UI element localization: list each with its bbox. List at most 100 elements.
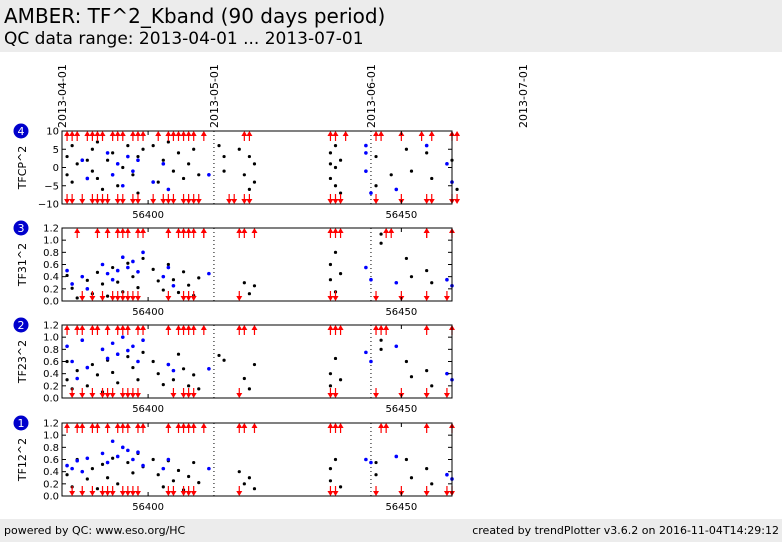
outlier-high-arrow (89, 325, 96, 330)
data-point-black (65, 173, 69, 177)
x-tick-label: 56450 (385, 210, 417, 221)
data-point-blue (369, 191, 373, 195)
data-point-black (85, 477, 89, 481)
panel-badge-number: 1 (18, 417, 25, 430)
data-point-black (161, 158, 165, 162)
data-point-black (176, 352, 181, 356)
data-point-black (409, 169, 414, 173)
data-point-blue (126, 448, 130, 453)
data-point-blue (105, 356, 110, 361)
outlier-high-arrow (428, 131, 435, 136)
data-point-black (338, 378, 343, 382)
data-point-black (197, 173, 201, 177)
data-point-blue (110, 439, 115, 444)
outlier-low-arrow (454, 199, 461, 204)
data-point-black (75, 296, 79, 300)
data-point-black (222, 169, 226, 173)
data-point-blue (166, 187, 171, 192)
data-point-blue (110, 341, 115, 346)
data-point-blue (110, 173, 115, 177)
outlier-low-arrow (109, 296, 116, 301)
outlier-high-arrow (99, 131, 106, 136)
outlier-high-arrow (94, 228, 101, 233)
panel-badge (13, 317, 29, 333)
outlier-low-arrow (332, 199, 339, 204)
date-marker-label: 2013-07-01 (517, 64, 530, 128)
outlier-high-arrow (332, 325, 339, 330)
outlier-high-arrow (134, 131, 141, 136)
outlier-low-arrow (170, 393, 177, 398)
data-point-blue (161, 466, 166, 471)
outlier-high-arrow (378, 423, 385, 428)
outlier-high-arrow (64, 325, 71, 330)
data-point-black (75, 369, 79, 373)
outlier-low-arrow (99, 199, 106, 204)
data-point-black (252, 487, 257, 491)
data-point-blue (161, 162, 166, 166)
outlier-high-arrow (423, 423, 430, 428)
data-point-black (65, 473, 69, 477)
data-point-blue (394, 454, 399, 459)
outlier-high-arrow (94, 325, 101, 330)
data-point-blue (100, 347, 105, 352)
report-footer: powered by QC: www.eso.org/HC created by… (0, 519, 782, 542)
outlier-low-arrow (185, 199, 192, 204)
outlier-high-arrow (69, 131, 76, 136)
date-marker-label: 2013-06-01 (365, 64, 378, 128)
outlier-high-arrow (383, 228, 390, 233)
data-point-blue (80, 274, 85, 279)
data-point-black (425, 268, 429, 273)
outlier-high-arrow (185, 325, 192, 330)
outlier-low-arrow (180, 296, 187, 301)
outlier-low-arrow (423, 393, 430, 398)
data-point-blue (394, 280, 399, 285)
outlier-low-arrow (423, 199, 430, 204)
outlier-high-arrow (104, 325, 111, 330)
data-point-black (156, 473, 160, 477)
outlier-high-arrow (190, 131, 197, 136)
data-point-black (85, 158, 89, 162)
outlier-high-arrow (124, 423, 131, 428)
outlier-high-arrow (140, 228, 147, 233)
data-point-blue (171, 368, 176, 373)
outlier-low-arrow (236, 491, 243, 496)
data-point-black (136, 191, 140, 195)
data-point-blue (126, 154, 130, 159)
outlier-low-arrow (129, 393, 136, 398)
data-point-black (328, 384, 333, 388)
data-point-blue (364, 143, 368, 148)
outlier-high-arrow (134, 423, 141, 428)
outlier-high-arrow (200, 325, 207, 330)
data-point-black (90, 169, 94, 173)
outlier-high-arrow (241, 228, 248, 233)
data-point-blue (445, 277, 449, 282)
outlier-high-arrow (140, 131, 147, 136)
outlier-high-arrow (124, 228, 131, 233)
data-point-black (95, 270, 100, 275)
outlier-low-arrow (134, 199, 141, 204)
y-tick-label: 0.4 (43, 369, 59, 380)
data-point-blue (166, 457, 171, 462)
panel-badge-number: 3 (18, 222, 25, 235)
data-point-black (328, 162, 333, 166)
data-point-black (105, 476, 110, 480)
data-point-blue (105, 151, 110, 155)
outlier-low-arrow (104, 491, 111, 496)
outlier-low-arrow (79, 491, 86, 496)
outlier-high-arrow (190, 228, 197, 233)
outlier-low-arrow (185, 296, 192, 301)
data-point-black (237, 147, 241, 151)
outlier-high-arrow (114, 131, 121, 136)
data-point-blue (364, 265, 368, 270)
data-point-black (242, 376, 246, 381)
y-tick-label: 0.8 (43, 248, 59, 259)
outlier-high-arrow (165, 228, 172, 233)
y-tick-label: 0.0 (43, 492, 59, 503)
data-point-black (156, 180, 160, 184)
outlier-high-arrow (327, 228, 334, 233)
outlier-low-arrow (332, 491, 339, 496)
data-point-black (328, 176, 333, 181)
data-point-blue (364, 151, 368, 155)
outlier-low-arrow (109, 491, 116, 496)
data-point-black (328, 479, 333, 483)
